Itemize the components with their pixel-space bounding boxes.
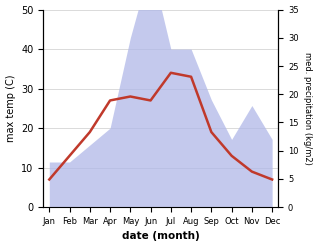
Y-axis label: med. precipitation (kg/m2): med. precipitation (kg/m2) (303, 52, 313, 165)
X-axis label: date (month): date (month) (122, 231, 200, 242)
Y-axis label: max temp (C): max temp (C) (5, 75, 16, 142)
